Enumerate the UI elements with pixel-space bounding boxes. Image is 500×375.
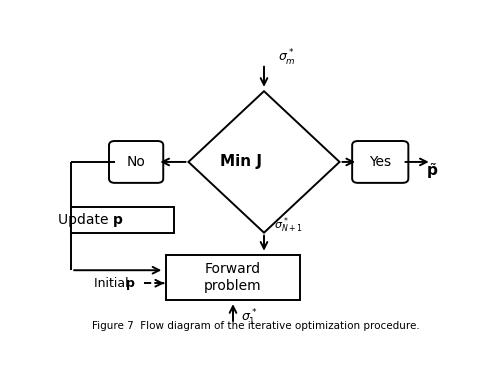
Text: No: No xyxy=(126,155,146,169)
FancyBboxPatch shape xyxy=(109,141,163,183)
Text: $\sigma^*_m$: $\sigma^*_m$ xyxy=(278,48,295,68)
Text: Yes: Yes xyxy=(369,155,392,169)
Text: $\tilde{\mathbf{p}}$: $\tilde{\mathbf{p}}$ xyxy=(426,160,438,181)
Text: $\sigma^*_{N+1}$: $\sigma^*_{N+1}$ xyxy=(274,216,302,235)
Text: Update: Update xyxy=(58,213,113,227)
Text: p: p xyxy=(126,277,134,290)
Text: Figure 7  Flow diagram of the iterative optimization procedure.: Figure 7 Flow diagram of the iterative o… xyxy=(92,321,420,331)
Text: Min J: Min J xyxy=(220,154,262,170)
FancyBboxPatch shape xyxy=(71,207,174,232)
Text: Forward
problem: Forward problem xyxy=(204,262,262,292)
Text: Initial: Initial xyxy=(94,277,132,290)
FancyBboxPatch shape xyxy=(352,141,408,183)
Text: p: p xyxy=(113,213,123,227)
Text: $\sigma^*_1$: $\sigma^*_1$ xyxy=(241,308,257,328)
FancyBboxPatch shape xyxy=(166,255,300,300)
